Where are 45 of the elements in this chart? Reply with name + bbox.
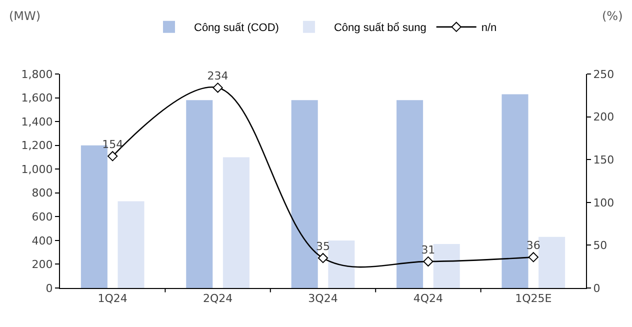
x-tick-label: 1Q24: [98, 292, 128, 306]
y-tick-label: 1,200: [21, 139, 53, 152]
y-tick-label: 1,000: [21, 162, 53, 176]
y2-tick-label: 200: [593, 110, 614, 124]
data-label: 36: [526, 239, 540, 252]
y-tick-label: 400: [32, 234, 53, 248]
y-tick-label: 600: [32, 210, 53, 224]
data-label: 154: [102, 138, 124, 152]
y-tick-label: 1,600: [21, 92, 53, 105]
data-label: 35: [316, 240, 330, 253]
x-tick-label: 3Q24: [308, 292, 338, 306]
y-axis-title: (MW): [9, 9, 41, 23]
data-label: 234: [207, 70, 228, 83]
bar: [222, 157, 250, 288]
bar: [396, 100, 424, 288]
y-tick-label: 1,800: [21, 68, 53, 81]
x-tick-label: 1Q25E: [515, 292, 552, 306]
bar: [433, 244, 460, 288]
point: [423, 256, 434, 267]
y2-axis-title: (%): [602, 9, 623, 23]
legend-label: Công suất bổ sung: [334, 22, 426, 34]
point: [318, 252, 328, 264]
legend-label: n/n: [481, 22, 497, 34]
y2-tick-label: 100: [593, 196, 614, 210]
y-tick-label: 0: [46, 282, 53, 295]
x-tick-label: 2Q24: [202, 292, 233, 306]
point: [108, 151, 118, 162]
y2-tick-label: 150: [593, 153, 614, 166]
point: [528, 252, 538, 262]
y2-tick-label: 250: [593, 68, 614, 81]
bar: [328, 240, 355, 288]
bar: [502, 94, 528, 288]
bar: [538, 236, 566, 288]
y2-tick-label: 50: [593, 239, 608, 252]
y-tick-label: 200: [32, 258, 53, 272]
data-label: 31: [421, 243, 436, 256]
y2-tick-label: 0: [593, 282, 600, 295]
legend-label: Công suất (COD): [194, 22, 279, 34]
y-tick-label: 800: [32, 186, 53, 200]
bar: [118, 201, 144, 288]
y-tick-label: 1,400: [21, 115, 53, 128]
bar: [186, 100, 213, 288]
point: [212, 82, 223, 93]
bar: [291, 100, 318, 288]
x-tick-label: 4Q24: [413, 292, 444, 306]
